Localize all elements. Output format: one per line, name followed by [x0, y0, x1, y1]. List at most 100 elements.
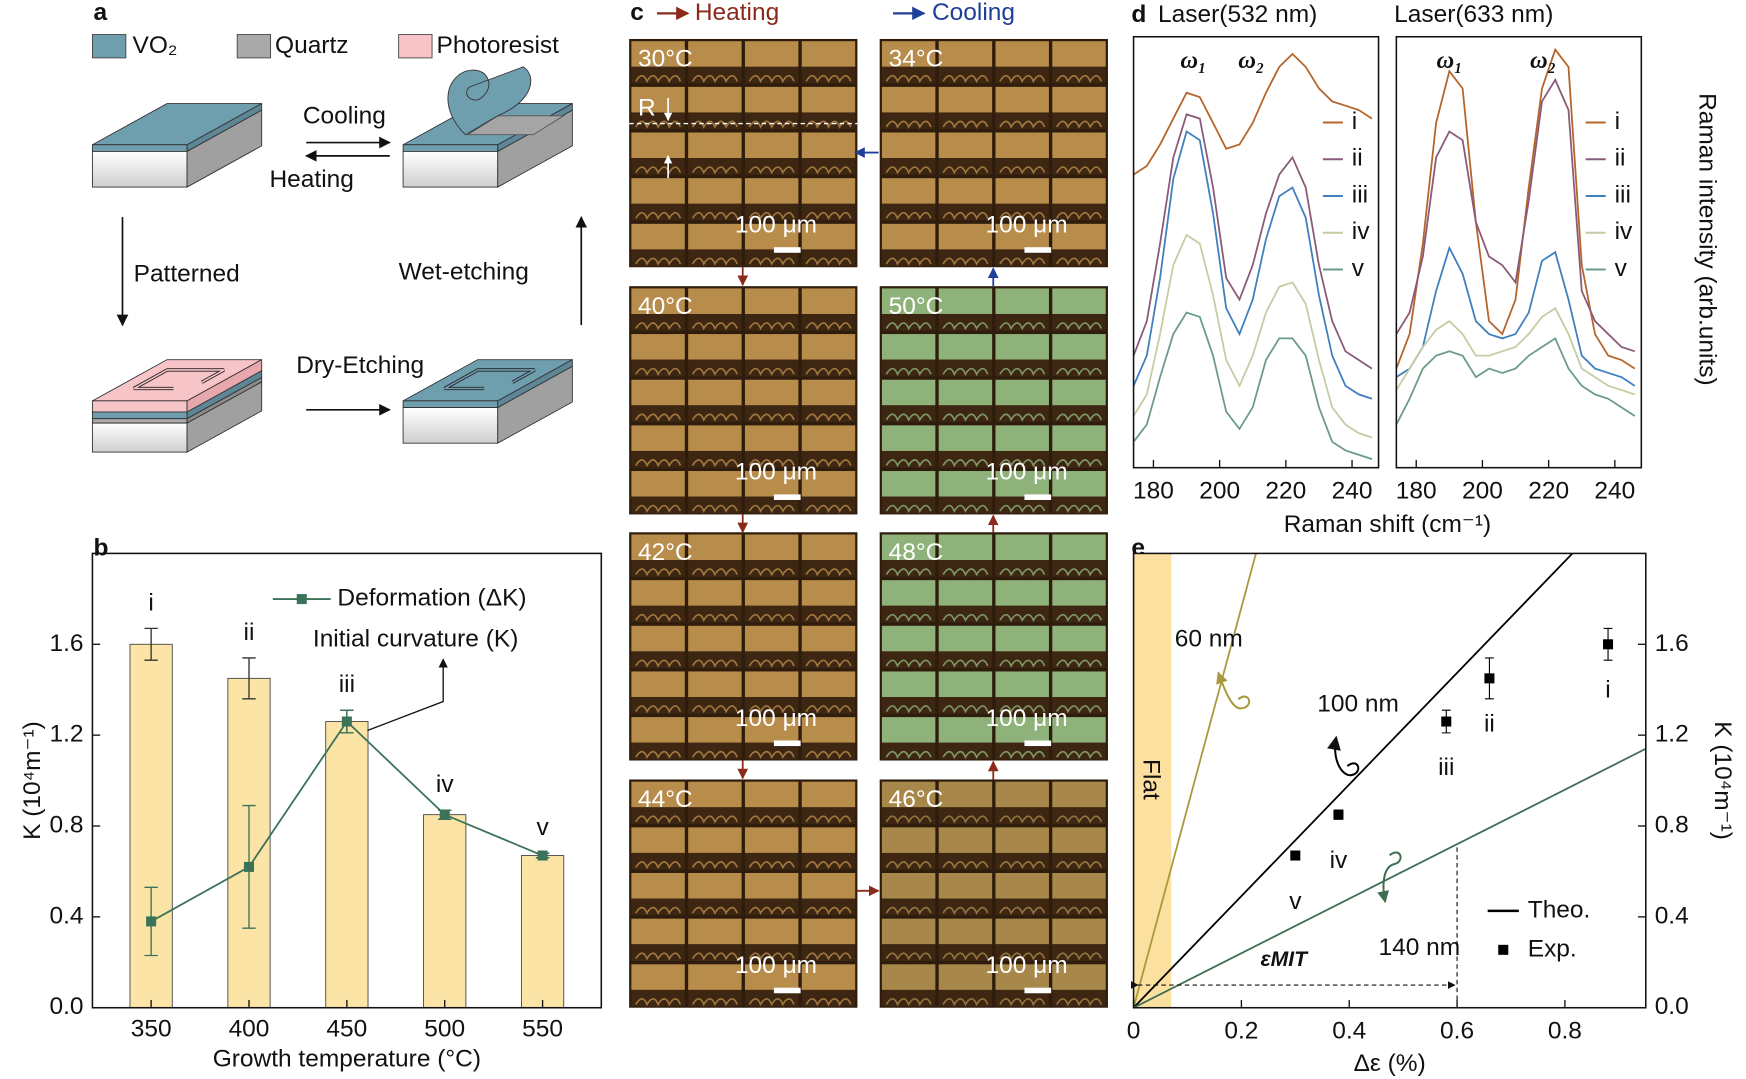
scale-bar: [773, 987, 801, 994]
peak-label: ω₁: [1436, 47, 1462, 74]
scale-bar: [773, 494, 801, 500]
micro-cell: [1052, 717, 1106, 743]
micro-cell: [881, 425, 936, 451]
chart-title: Laser(633 nm): [1394, 1, 1553, 28]
micro-cell: [881, 132, 936, 159]
slab-front: [91, 418, 188, 424]
micro-cell: [801, 86, 856, 113]
micro-cell: [631, 41, 685, 67]
micro-fringe: [691, 750, 738, 760]
micro-cell: [688, 580, 742, 606]
micro-cell: [744, 781, 799, 808]
slab-front: [91, 411, 188, 420]
micro-fringe: [635, 459, 682, 468]
micro-cell: [995, 41, 1049, 67]
scale-bar-label: 100 μm: [985, 459, 1067, 486]
micro-fringe: [1056, 815, 1103, 824]
micro-fringe: [885, 211, 932, 221]
micro-cell: [801, 534, 856, 561]
slab-front: [91, 150, 188, 188]
temperature-label: 30°C: [638, 46, 693, 73]
micro-fringe: [635, 413, 682, 422]
micro-fringe: [691, 998, 738, 1007]
micro-fringe: [748, 322, 795, 331]
micrograph: [879, 779, 1108, 1008]
micro-fringe: [1056, 459, 1103, 468]
micro-cell: [995, 534, 1049, 561]
micro-fringe: [942, 322, 989, 331]
micro-fringe: [691, 705, 738, 714]
panel-label: c: [630, 0, 644, 26]
micro-cell: [1052, 918, 1106, 945]
micro-fringe: [1056, 413, 1103, 422]
micro-fringe: [942, 906, 989, 915]
micro-fringe: [635, 815, 682, 824]
panel-label: d: [1131, 1, 1146, 28]
scale-bar-label: 100 μm: [985, 952, 1067, 979]
micro-cell: [631, 717, 685, 743]
micro-cell: [938, 288, 993, 315]
micro-cell: [631, 827, 685, 853]
micro-cell: [801, 671, 856, 698]
micro-fringe: [885, 750, 932, 760]
panel-label: a: [94, 0, 108, 26]
micro-cell: [688, 671, 742, 698]
micro-cell: [881, 334, 936, 360]
legend-label: ii: [1615, 145, 1626, 172]
micro-cell: [631, 132, 685, 159]
micro-cell: [631, 178, 685, 204]
micro-cell: [881, 223, 936, 250]
temperature-label: 46°C: [889, 786, 944, 813]
micro-cell: [938, 334, 993, 360]
legend-label: i: [1352, 108, 1357, 135]
micro-fringe: [635, 998, 682, 1007]
micrograph: [879, 532, 1108, 761]
x-tick-label: 200: [1462, 478, 1503, 505]
micro-fringe: [805, 861, 852, 870]
micro-cell: [631, 379, 685, 406]
legend-label: iii: [1352, 181, 1368, 208]
micro-fringe: [805, 504, 852, 513]
micro-cell: [801, 334, 856, 360]
micro-cell: [631, 86, 685, 113]
micro-fringe: [748, 413, 795, 422]
micro-fringe: [691, 413, 738, 422]
micro-cell: [881, 781, 936, 808]
bar-annotation: ii: [244, 619, 255, 646]
etched-pattern: [133, 369, 225, 390]
micro-fringe: [805, 568, 852, 577]
micro-fringe: [1056, 998, 1103, 1007]
micro-fringe: [885, 613, 932, 623]
heating-label: Heating: [695, 0, 779, 26]
legend-label: ii: [1352, 145, 1363, 172]
cooling-label: Cooling: [932, 0, 1015, 26]
slab-front: [91, 144, 188, 152]
micro-cell: [1052, 781, 1106, 808]
slab-front: [402, 400, 499, 408]
micro-cell: [995, 781, 1049, 808]
chart-title: Laser(532 nm): [1158, 1, 1317, 28]
micro-cell: [631, 781, 685, 808]
micro-fringe: [748, 906, 795, 915]
legend-label: v: [1615, 255, 1628, 282]
legend-label: iv: [1352, 218, 1370, 245]
micro-fringe: [885, 659, 932, 668]
micro-cell: [688, 471, 742, 497]
temperature-label: 48°C: [889, 539, 944, 566]
micro-cell: [688, 781, 742, 808]
plot-frame: [1395, 35, 1643, 469]
micro-fringe: [635, 952, 682, 961]
spectrum-line: [1395, 47, 1636, 370]
micro-fringe: [691, 120, 738, 129]
micro-fringe: [748, 257, 795, 266]
micro-fringe: [805, 413, 852, 422]
micro-fringe: [805, 613, 852, 623]
scale-bar-label: 100 μm: [735, 459, 817, 486]
micro-fringe: [748, 211, 795, 221]
micro-fringe: [691, 568, 738, 577]
micro-fringe: [748, 568, 795, 577]
micro-cell: [938, 534, 993, 561]
micro-fringe: [942, 568, 989, 577]
micro-cell: [938, 625, 993, 652]
micro-fringe: [805, 815, 852, 824]
